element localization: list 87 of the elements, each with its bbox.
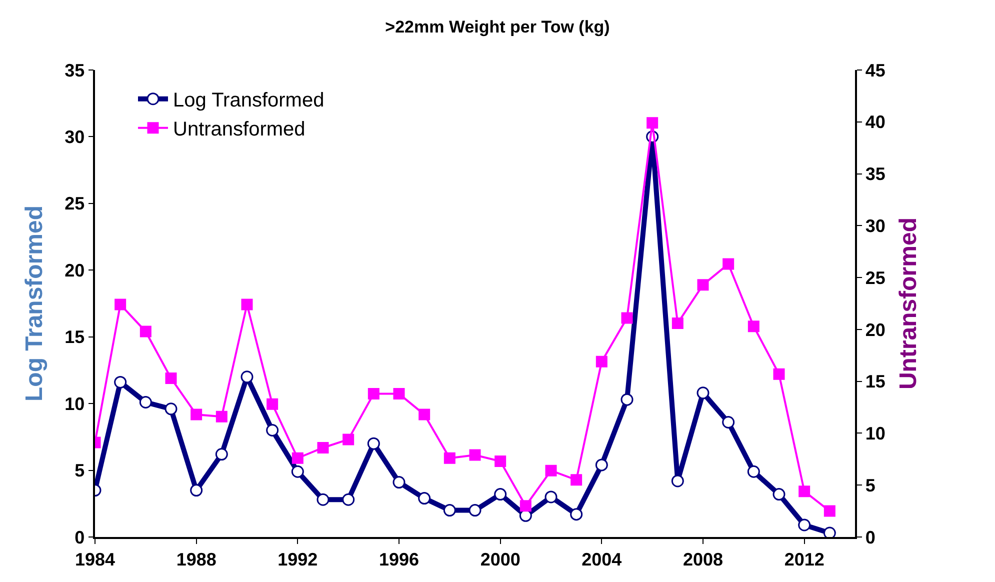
point [114,298,126,310]
point [697,279,709,291]
point [216,410,228,422]
point [520,500,532,512]
x-tick-label: 1996 [378,549,420,570]
legend-label: Log Transformed [173,90,324,112]
y2-tick-label: 10 [865,424,886,444]
point [240,370,254,384]
point [215,448,228,461]
point [544,490,558,504]
point [418,408,430,420]
y2-axis-title: Untransformed [895,217,922,390]
point [368,388,380,400]
point [620,393,634,406]
y2-tick-label: 15 [865,372,886,392]
point [266,398,278,410]
point [722,258,734,270]
y2-tick-label: 20 [865,320,886,340]
y2-tick-label: 5 [865,475,876,496]
point [646,117,658,129]
point [696,386,710,400]
point [393,388,405,400]
point [444,452,456,464]
point [621,312,633,324]
y-axis-title: Log Transformed [21,205,48,402]
point [316,493,330,506]
y2-tick-label: 35 [865,164,886,184]
point [342,493,355,506]
y2-tick-label: 25 [865,268,886,288]
point [292,452,304,464]
y2-tick-label: 45 [865,60,886,80]
point [291,465,304,478]
y-tick-label: 10 [64,394,85,414]
point [773,368,785,380]
chart-title: >22mm Weight per Tow (kg) [385,17,610,36]
y-tick-label: 0 [74,527,85,548]
point [722,416,735,428]
point [672,317,684,329]
point [469,449,481,461]
point [823,526,836,537]
x-tick-label: 2008 [682,549,724,570]
point [241,298,253,310]
point [392,476,406,489]
point [190,484,203,497]
y-tick-label: 35 [64,60,85,80]
x-tick-label: 2000 [480,549,520,570]
y2-tick-label: 30 [865,216,886,236]
x-tick-label: 1984 [74,549,116,570]
point [317,442,329,454]
point [139,396,152,408]
point [468,504,482,517]
point [367,437,380,450]
point [596,356,608,368]
y2-tick-label: 40 [865,112,886,132]
point [443,504,456,517]
y-tick-label: 5 [74,460,85,481]
point [545,464,557,476]
x-tick-label: 2012 [784,549,824,570]
x-tick-label: 2004 [582,549,622,570]
point [570,474,582,486]
point [595,458,608,472]
x-tick-label: 1988 [176,549,216,570]
legend-label: Untransformed [173,118,306,141]
point [342,434,354,446]
point [824,505,836,517]
point [114,376,127,388]
y-tick-label: 20 [64,260,85,280]
point [266,424,279,437]
point [165,372,177,384]
point [164,402,178,416]
point [671,474,684,488]
y-tick-label: 30 [64,127,85,148]
point [494,488,507,501]
point [190,408,202,420]
point [747,465,760,478]
point [140,326,152,338]
point [798,518,811,532]
point [570,508,583,521]
point [418,492,431,505]
point [748,320,760,332]
point [772,488,786,501]
point [798,486,810,498]
y-tick-label: 15 [64,327,85,348]
point [494,455,506,467]
y2-tick-label: 0 [865,527,876,548]
y-tick-label: 25 [64,194,85,214]
x-tick-label: 1992 [278,549,318,570]
